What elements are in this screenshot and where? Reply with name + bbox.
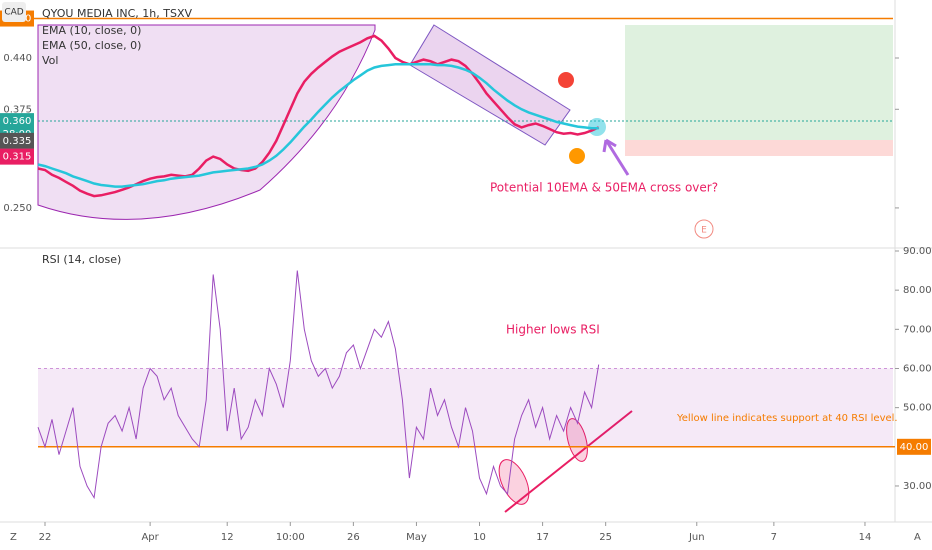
x-tick-label: Apr xyxy=(141,532,159,543)
event-icon xyxy=(694,219,714,239)
cross-icon xyxy=(558,72,574,88)
x-tick-label: 12 xyxy=(221,532,234,543)
minus-icon xyxy=(569,148,585,164)
profit-zone xyxy=(625,25,893,140)
x-tick-label: 26 xyxy=(347,532,360,543)
price-label-box xyxy=(0,148,34,165)
x-tick-label: 14 xyxy=(859,532,872,543)
x-tick-label: 25 xyxy=(599,532,612,543)
y-tick-label: 50.00 xyxy=(903,403,932,414)
arrow xyxy=(602,138,630,176)
event-label: E xyxy=(701,226,707,236)
x-tick-label: Jun xyxy=(688,532,705,543)
series-line xyxy=(37,63,599,188)
y-tick-label: 0.375 xyxy=(3,104,32,115)
trend-line xyxy=(504,410,633,513)
loss-zone xyxy=(625,140,893,156)
y-tick-label: 80.00 xyxy=(903,285,932,296)
y-tick-label: 90.00 xyxy=(903,246,932,257)
x-tick-label: 10 xyxy=(473,532,486,543)
price-label: 0.360 xyxy=(3,116,32,127)
x-tick-label: 10:00 xyxy=(276,532,305,543)
price-label: 0.335 xyxy=(3,136,32,147)
x-tick-label: May xyxy=(406,532,427,543)
price-label-box xyxy=(0,132,34,149)
price-label: 0.315 xyxy=(3,152,32,163)
legend-entry: Vol xyxy=(42,54,58,67)
x-tick-label: 7 xyxy=(771,532,777,543)
currency-box xyxy=(2,2,26,22)
y-tick-label: 60.00 xyxy=(903,363,932,374)
y-tick-label: 30.00 xyxy=(903,481,932,492)
currency: CAD xyxy=(4,8,23,18)
level-label-box xyxy=(897,438,931,455)
y-tick-label: 0.440 xyxy=(3,53,32,64)
annotation: Yellow line indicates support at 40 RSI … xyxy=(676,413,898,424)
y-tick-label: 0.250 xyxy=(3,203,32,214)
level-label: 40.00 xyxy=(900,442,929,453)
annotation: Potential 10EMA & 50EMA cross over? xyxy=(490,181,718,195)
chart-title: QYOU MEDIA INC, 1h, TSXV xyxy=(42,7,193,20)
arc-drawing xyxy=(37,24,376,220)
toolbar-button[interactable]: A xyxy=(914,532,921,543)
series-line xyxy=(37,270,600,500)
legend-entry: EMA (10, close, 0) xyxy=(42,24,141,37)
x-tick-label: 22 xyxy=(39,532,52,543)
legend-entry: EMA (50, close, 0) xyxy=(42,39,141,52)
x-tick-label: 17 xyxy=(536,532,549,543)
rsi-title: RSI (14, close) xyxy=(42,253,121,266)
annotation: Higher lows RSI xyxy=(506,323,600,337)
toolbar-button[interactable]: Z xyxy=(10,532,17,543)
y-tick-label: 70.00 xyxy=(903,324,932,335)
